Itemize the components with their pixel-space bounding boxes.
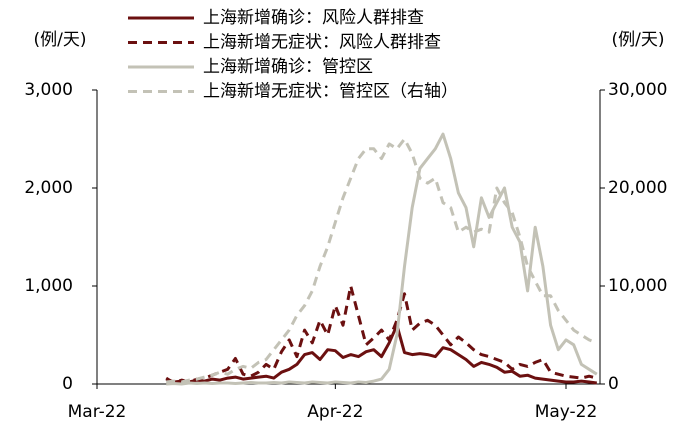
y-tick-label: 0 bbox=[62, 374, 73, 394]
legend-label: 上海新增确诊：管控区 bbox=[203, 57, 373, 77]
series-line bbox=[166, 137, 598, 384]
x-tick-label: May-22 bbox=[535, 402, 598, 422]
y2-tick-label: 30,000 bbox=[608, 80, 667, 100]
y-tick-label: 1,000 bbox=[24, 276, 73, 296]
y2-tick-label: 0 bbox=[608, 374, 619, 394]
y-axis-label: (例/天) bbox=[34, 30, 87, 50]
y-tick-label: 3,000 bbox=[24, 80, 73, 100]
y2-tick-label: 10,000 bbox=[608, 276, 667, 296]
y2-tick-label: 20,000 bbox=[608, 178, 667, 198]
series-line bbox=[166, 132, 598, 386]
legend-label: 上海新增无症状：管控区（右轴） bbox=[203, 82, 458, 102]
legend-label: 上海新增确诊：风险人群排查 bbox=[203, 8, 424, 28]
series-line bbox=[165, 284, 598, 385]
series-line bbox=[165, 323, 597, 385]
x-tick-label: Mar-22 bbox=[68, 402, 127, 422]
y2-axis-label: (例/天) bbox=[612, 30, 665, 50]
legend-label: 上海新增无症状：风险人群排查 bbox=[203, 33, 441, 53]
x-tick-label: Apr-22 bbox=[307, 402, 363, 422]
y-tick-label: 2,000 bbox=[24, 178, 73, 198]
